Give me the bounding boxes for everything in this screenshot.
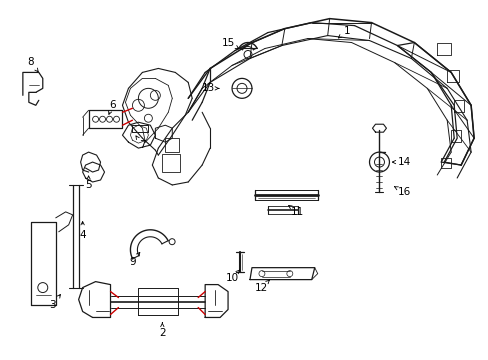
- Bar: [162, 154, 180, 172]
- Bar: [165, 138, 179, 152]
- Text: 7: 7: [139, 140, 145, 150]
- Text: 6: 6: [109, 100, 116, 110]
- Text: 5: 5: [85, 180, 92, 190]
- Text: 12: 12: [255, 283, 268, 293]
- Text: 9: 9: [129, 257, 136, 267]
- Text: 3: 3: [49, 300, 56, 310]
- Text: 11: 11: [290, 207, 304, 217]
- Text: 1: 1: [344, 26, 350, 36]
- Text: 14: 14: [397, 157, 410, 167]
- Text: 8: 8: [27, 58, 34, 67]
- Text: 2: 2: [159, 328, 165, 338]
- Text: 15: 15: [221, 37, 234, 48]
- Text: 4: 4: [79, 230, 86, 240]
- Text: 10: 10: [225, 273, 238, 283]
- Text: 16: 16: [397, 187, 410, 197]
- Text: 13: 13: [201, 84, 214, 93]
